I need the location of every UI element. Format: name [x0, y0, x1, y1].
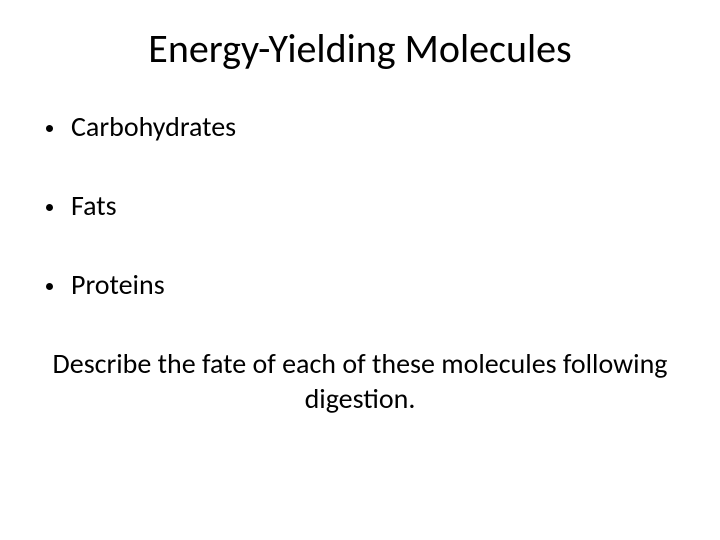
list-item: Carbohydrates — [46, 109, 680, 144]
bullet-label: Carbohydrates — [71, 109, 236, 144]
closing-text: Describe the fate of each of these molec… — [40, 346, 680, 416]
list-item: Proteins — [46, 267, 680, 302]
list-item: Fats — [46, 188, 680, 223]
bullet-label: Proteins — [71, 267, 165, 302]
bullet-icon — [46, 204, 53, 211]
slide: Energy-Yielding Molecules Carbohydrates … — [0, 0, 720, 540]
bullet-label: Fats — [71, 188, 117, 223]
bullet-icon — [46, 125, 53, 132]
bullet-icon — [46, 283, 53, 290]
slide-title: Energy-Yielding Molecules — [40, 24, 680, 73]
bullet-list: Carbohydrates Fats Proteins — [40, 109, 680, 302]
